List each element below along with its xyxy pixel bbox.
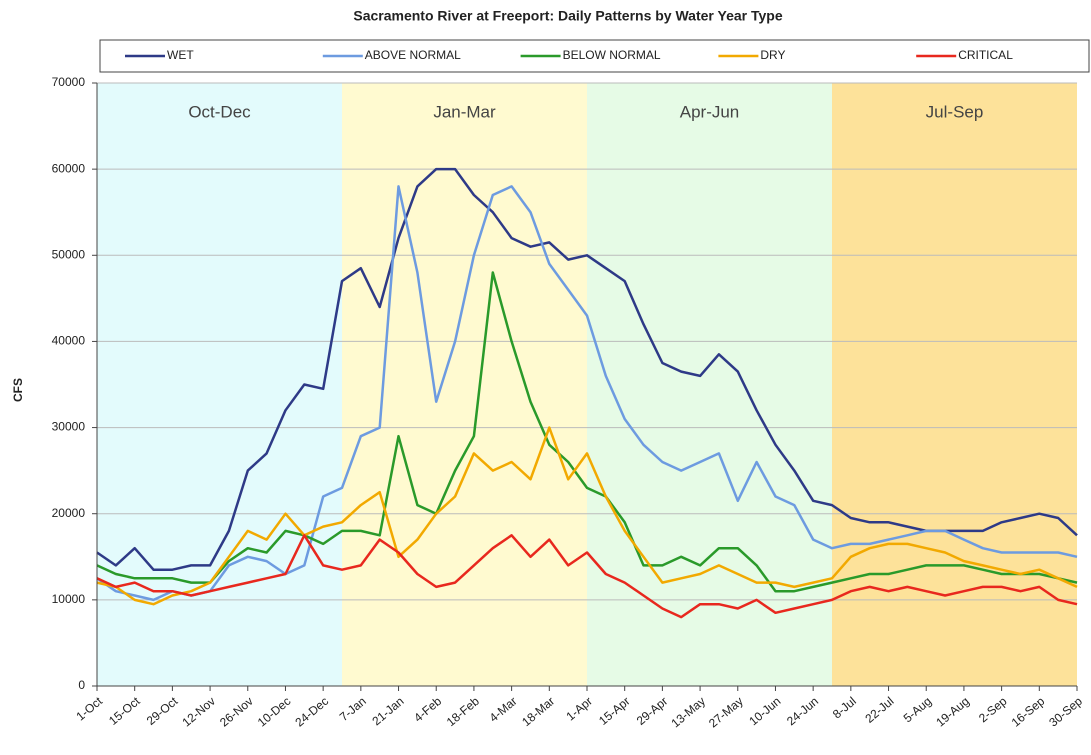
y-axis-label: CFS	[11, 378, 25, 402]
y-tick-label: 30000	[52, 420, 86, 434]
legend-label: WET	[167, 48, 194, 62]
x-tick-label: 27-May	[706, 694, 746, 730]
season-label: Oct-Dec	[188, 102, 251, 121]
legend-label: DRY	[760, 48, 785, 62]
x-tick-label: 4-Mar	[487, 694, 520, 725]
x-tick-label: 18-Mar	[519, 694, 557, 729]
x-tick-label: 16-Sep	[1009, 694, 1048, 730]
x-tick-label: 7-Jan	[337, 694, 369, 724]
x-tick-label: 24-Jun	[784, 694, 821, 728]
x-tick-label: 5-Aug	[901, 694, 935, 725]
y-tick-label: 10000	[52, 592, 86, 606]
x-tick-label: 10-Dec	[255, 694, 294, 730]
x-tick-label: 26-Nov	[217, 694, 256, 730]
legend-label: BELOW NORMAL	[563, 48, 661, 62]
chart-title: Sacramento River at Freeport: Daily Patt…	[353, 8, 782, 24]
x-tick-label: 22-Jul	[862, 694, 896, 726]
regions: Oct-Dec Jan-Mar Apr-Jun Jul-Sep	[97, 83, 1077, 686]
x-tick-label: 29-Apr	[634, 694, 671, 728]
season-label: Jan-Mar	[433, 102, 496, 121]
legend-label: CRITICAL	[958, 48, 1013, 62]
series-line	[96, 426, 1078, 606]
x-tick-label: 18-Feb	[444, 694, 482, 729]
series-line	[96, 167, 1078, 571]
y-tick-label: 70000	[52, 75, 86, 89]
y-tick-label: 50000	[52, 247, 86, 261]
x-tick-label: 10-Jun	[746, 694, 783, 728]
y-tick-label: 0	[78, 678, 85, 692]
lines	[96, 167, 1078, 619]
season-band	[97, 83, 342, 686]
x-tick-label: 2-Sep	[976, 694, 1010, 726]
x-tick-label: 24-Dec	[292, 694, 331, 730]
x-tick-label: 12-Nov	[179, 694, 218, 730]
season-band	[587, 83, 832, 686]
x-tick-label: 30-Sep	[1046, 694, 1085, 730]
x-tick-label: 21-Jan	[369, 694, 406, 728]
x-tick-label: 15-Oct	[106, 694, 143, 728]
legend-label: ABOVE NORMAL	[365, 48, 461, 62]
y-tick-label: 60000	[52, 161, 86, 175]
x-tick-label: 19-Aug	[933, 694, 972, 730]
x-tick-label: 13-May	[668, 694, 708, 730]
y-tick-label: 40000	[52, 334, 86, 348]
series-line	[96, 271, 1078, 593]
x-tick-label: 15-Apr	[596, 694, 633, 728]
season-band	[832, 83, 1077, 686]
legend: WET ABOVE NORMAL BELOW NORMAL DRY CRITICAL	[125, 48, 1013, 62]
season-label: Jul-Sep	[926, 102, 984, 121]
x-tick-label: 8-Jul	[830, 694, 859, 721]
series-line	[96, 185, 1078, 602]
season-label: Apr-Jun	[680, 102, 740, 121]
series-line	[96, 534, 1078, 619]
x-tick-label: 29-Oct	[144, 694, 181, 728]
x-tick-label: 4-Feb	[411, 694, 444, 725]
x-tick-label: 1-Oct	[73, 694, 105, 724]
y-tick-label: 20000	[52, 506, 86, 520]
x-tick-label: 1-Apr	[563, 694, 594, 724]
season-band	[342, 83, 587, 686]
